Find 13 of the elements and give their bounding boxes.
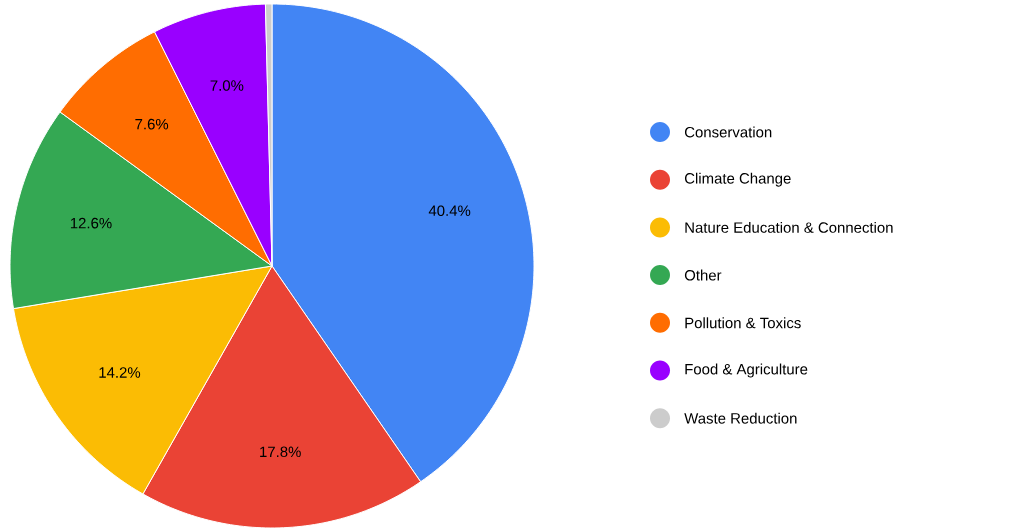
legend-label: Climate Change bbox=[684, 172, 791, 187]
legend-label: Nature Education & Connection bbox=[685, 221, 893, 233]
data-label: 12.6% bbox=[70, 217, 112, 229]
data-label: 40.4% bbox=[428, 205, 471, 217]
legend-label: Conservation bbox=[684, 126, 772, 138]
data-label: 17.8% bbox=[260, 446, 301, 458]
legend-label: Pollution & Toxics bbox=[685, 317, 801, 329]
legend-label: Waste Reduction bbox=[684, 412, 797, 424]
data-label: 14.2% bbox=[99, 367, 141, 378]
data-label: 7.0% bbox=[210, 80, 244, 91]
legend-label: Other bbox=[684, 269, 722, 281]
legend-label: Food & Agriculture bbox=[685, 363, 808, 378]
data-label: 7.6% bbox=[135, 118, 169, 130]
